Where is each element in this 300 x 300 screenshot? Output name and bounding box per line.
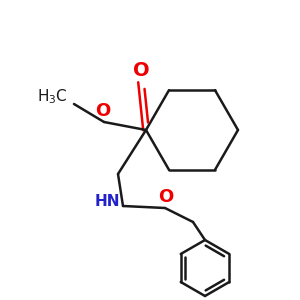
Text: HN: HN: [94, 194, 120, 209]
Text: O: O: [133, 61, 149, 80]
Text: H$_3$C: H$_3$C: [37, 88, 68, 106]
Text: O: O: [95, 102, 111, 120]
Text: O: O: [158, 188, 174, 206]
